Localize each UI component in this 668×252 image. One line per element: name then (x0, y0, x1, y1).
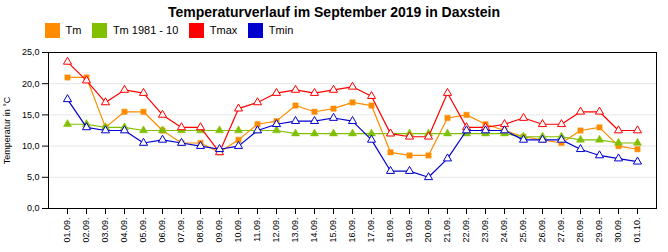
svg-text:02.09.: 02.09. (81, 218, 91, 243)
svg-text:16.09.: 16.09. (347, 218, 357, 243)
svg-text:15,0: 15,0 (22, 110, 40, 120)
svg-text:29.09.: 29.09. (594, 218, 604, 243)
svg-text:Temperatur in °C: Temperatur in °C (2, 96, 12, 164)
svg-text:04.09.: 04.09. (119, 218, 129, 243)
svg-text:0,0: 0,0 (27, 203, 40, 213)
svg-text:09.09.: 09.09. (214, 218, 224, 243)
svg-text:08.09.: 08.09. (195, 218, 205, 243)
svg-text:26.09.: 26.09. (537, 218, 547, 243)
html-text:Tmin: Tmin (268, 24, 294, 37)
html-text:Tm 1981 - 10: Tm 1981 - 10 (112, 24, 179, 37)
svg-text:10,0: 10,0 (22, 141, 40, 151)
html-text:Tm: Tm (65, 24, 82, 37)
svg-text:25.09.: 25.09. (518, 218, 528, 243)
svg-text:24.09.: 24.09. (499, 218, 509, 243)
svg-text:14.09.: 14.09. (309, 218, 319, 243)
svg-text:23.09.: 23.09. (480, 218, 490, 243)
svg-text:18.09.: 18.09. (385, 218, 395, 243)
svg-text:05.09.: 05.09. (138, 218, 148, 243)
svg-text:27.09.: 27.09. (556, 218, 566, 243)
svg-text:11.09.: 11.09. (252, 218, 262, 242)
svg-text:22.09.: 22.09. (461, 218, 471, 243)
svg-text:17.09.: 17.09. (366, 218, 376, 243)
svg-text:25,0: 25,0 (22, 47, 40, 57)
svg-text:13.09.: 13.09. (290, 218, 300, 243)
html-text:Temperaturverlauf im September: Temperaturverlauf im September 2019 in D… (168, 4, 500, 20)
html-text:Tmax: Tmax (209, 24, 238, 37)
svg-text:30.09.: 30.09. (613, 218, 623, 243)
svg-text:03.09.: 03.09. (100, 218, 110, 243)
svg-text:20,0: 20,0 (22, 79, 40, 89)
svg-text:19.09.: 19.09. (404, 218, 414, 243)
svg-text:10.09.: 10.09. (233, 218, 243, 243)
svg-text:5,0: 5,0 (27, 172, 40, 182)
svg-text:12.09.: 12.09. (271, 218, 281, 243)
svg-text:01.09.: 01.09. (62, 218, 72, 243)
svg-text:20.09.: 20.09. (423, 218, 433, 243)
svg-text:07.09.: 07.09. (176, 218, 186, 243)
svg-text:15.09.: 15.09. (328, 218, 338, 243)
svg-text:21.09.: 21.09. (442, 218, 452, 243)
svg-text:06.09.: 06.09. (157, 218, 167, 243)
svg-text:01.10.: 01.10. (632, 218, 642, 243)
svg-text:28.09.: 28.09. (575, 218, 585, 243)
